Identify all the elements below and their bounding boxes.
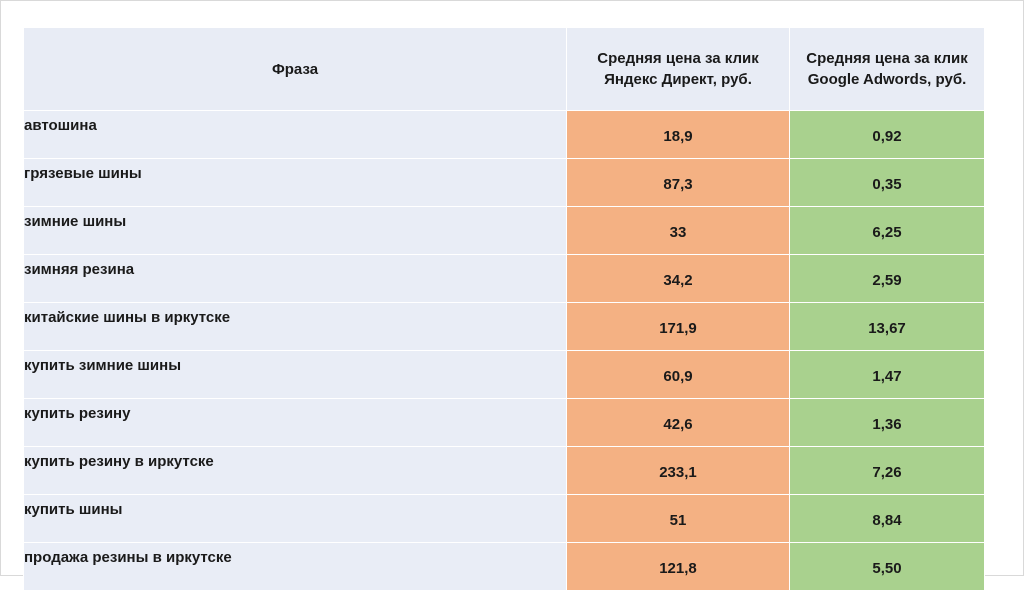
table-cell: продажа резины в иркутске — [23, 542, 567, 591]
table-cell: 18,9 — [566, 110, 790, 159]
table-row: продажа резины в иркутске 121,8 5,50 — [23, 542, 985, 591]
table-row: купить шины 51 8,84 — [23, 494, 985, 543]
table-cell: автошина — [23, 110, 567, 159]
table-cell: 2,59 — [789, 254, 985, 303]
table-cell: 171,9 — [566, 302, 790, 351]
table-row: купить зимние шины 60,9 1,47 — [23, 350, 985, 399]
table-cell: 7,26 — [789, 446, 985, 495]
table-cell: 1,36 — [789, 398, 985, 447]
table-row: грязевые шины 87,3 0,35 — [23, 158, 985, 207]
table-row: купить резину в иркутске 233,1 7,26 — [23, 446, 985, 495]
table-cell: 42,6 — [566, 398, 790, 447]
table-cell: 51 — [566, 494, 790, 543]
table-body: автошина 18,9 0,92 грязевые шины 87,3 0,35 зим… — [23, 110, 985, 591]
table-cell: 0,35 — [789, 158, 985, 207]
table-cell: 0,92 — [789, 110, 985, 159]
table-cell: 5,50 — [789, 542, 985, 591]
table-row: зимняя резина 34,2 2,59 — [23, 254, 985, 303]
table-cell: купить резину — [23, 398, 567, 447]
table-row: зимние шины 33 6,25 — [23, 206, 985, 255]
table-cell: 1,47 — [789, 350, 985, 399]
table-row: купить резину 42,6 1,36 — [23, 398, 985, 447]
table-cell: 6,25 — [789, 206, 985, 255]
table-cell: 87,3 — [566, 158, 790, 207]
table-cell: китайские шины в иркутске — [23, 302, 567, 351]
table-cell: зимняя резина — [23, 254, 567, 303]
price-table: Фраза Средняя цена за клик Яндекс Директ,… — [23, 27, 985, 591]
header-row: Фраза Средняя цена за клик Яндекс Директ,… — [23, 27, 985, 111]
table-row: автошина 18,9 0,92 — [23, 110, 985, 159]
table-cell: 33 — [566, 206, 790, 255]
table-cell: зимние шины — [23, 206, 567, 255]
table-cell: 13,67 — [789, 302, 985, 351]
table-cell: 8,84 — [789, 494, 985, 543]
table-cell: купить резину в иркутске — [23, 446, 567, 495]
table-cell: грязевые шины — [23, 158, 567, 207]
table-cell: 233,1 — [566, 446, 790, 495]
header-cell: Средняя цена за клик Google Adwords, руб… — [789, 27, 985, 111]
table-cell: 34,2 — [566, 254, 790, 303]
header-cell: Средняя цена за клик Яндекс Директ, руб. — [566, 27, 790, 111]
table-cell: 121,8 — [566, 542, 790, 591]
table-cell: купить зимние шины — [23, 350, 567, 399]
table-row: китайские шины в иркутске 171,9 13,67 — [23, 302, 985, 351]
table-cell: 60,9 — [566, 350, 790, 399]
table-cell: купить шины — [23, 494, 567, 543]
header-cell: Фраза — [23, 27, 567, 111]
